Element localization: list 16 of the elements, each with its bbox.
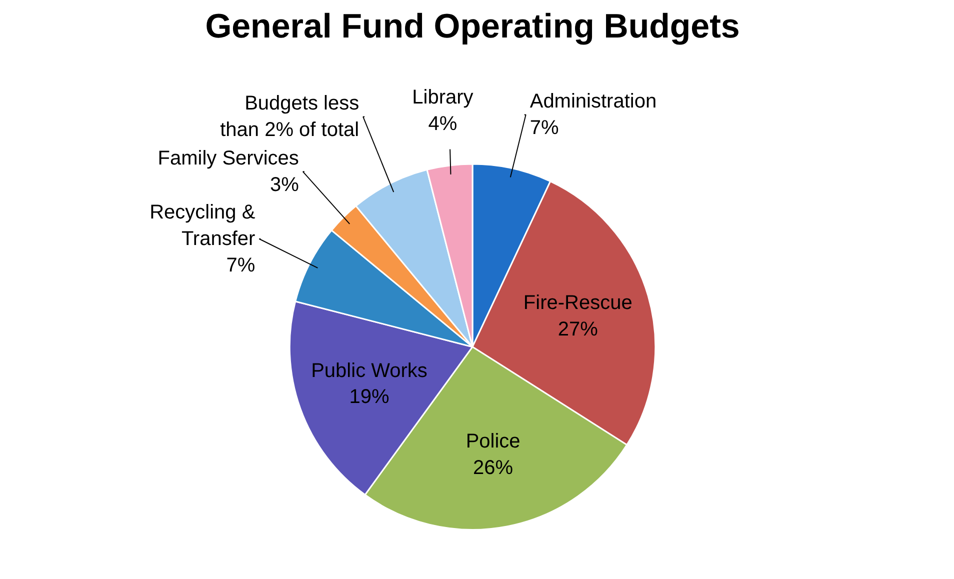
chart-title: General Fund Operating Budgets xyxy=(205,8,740,46)
data-label: 19% xyxy=(349,386,390,408)
data-label: 7% xyxy=(226,254,256,276)
slice-label: Budgets less than 2% of total xyxy=(220,92,360,141)
data-label: 26% xyxy=(473,456,514,479)
slice-label: Recycling & Transfer xyxy=(150,201,256,250)
slice-label: Family Services xyxy=(158,147,299,170)
slice-label: Administration xyxy=(530,90,657,113)
slice-label: Library xyxy=(412,86,474,109)
data-label: 3% xyxy=(270,174,300,196)
slice-label: Police xyxy=(466,430,520,452)
slice-label: Public Works xyxy=(311,360,428,382)
data-label: 7% xyxy=(530,116,559,139)
slice-label: Fire-Rescue xyxy=(523,292,632,314)
data-label: 4% xyxy=(428,113,458,136)
data-label: 27% xyxy=(558,318,598,340)
